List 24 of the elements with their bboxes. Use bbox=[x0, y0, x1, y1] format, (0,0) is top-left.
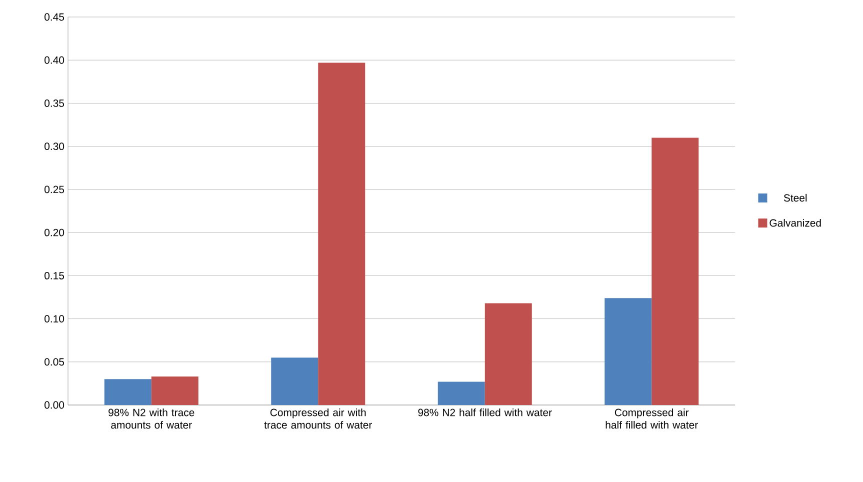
x-tick-label: 98% N2 half filled with water bbox=[418, 408, 552, 416]
y-tick-label: 0.20 bbox=[44, 228, 64, 236]
y-tick-label: 0.45 bbox=[44, 13, 64, 21]
y-tick-label: 0.30 bbox=[44, 142, 64, 150]
bar bbox=[104, 379, 152, 405]
y-tick-label: 0.25 bbox=[44, 186, 64, 194]
bar bbox=[151, 376, 198, 405]
y-tick-label: 0.05 bbox=[44, 358, 64, 366]
x-tick-label: Compressed air with trace amounts of water bbox=[264, 408, 372, 429]
y-tick-label: 0.40 bbox=[44, 56, 64, 64]
bar bbox=[484, 303, 532, 405]
y-tick-label: 0.10 bbox=[44, 315, 64, 322]
bar bbox=[271, 358, 318, 405]
legend-label: Galvanized bbox=[770, 218, 821, 227]
bar bbox=[604, 298, 652, 405]
bar bbox=[438, 382, 485, 405]
x-tick-label: Compressed air half filled with water bbox=[606, 408, 698, 429]
y-tick-label: 0.00 bbox=[44, 401, 64, 409]
legend-label: Steel bbox=[784, 194, 807, 202]
bar bbox=[318, 62, 366, 405]
y-tick-label: 0.15 bbox=[44, 272, 64, 280]
y-tick-label: 0.35 bbox=[44, 100, 64, 107]
x-tick-label: 98% N2 with trace amounts of water bbox=[108, 408, 194, 429]
bar bbox=[652, 138, 699, 405]
